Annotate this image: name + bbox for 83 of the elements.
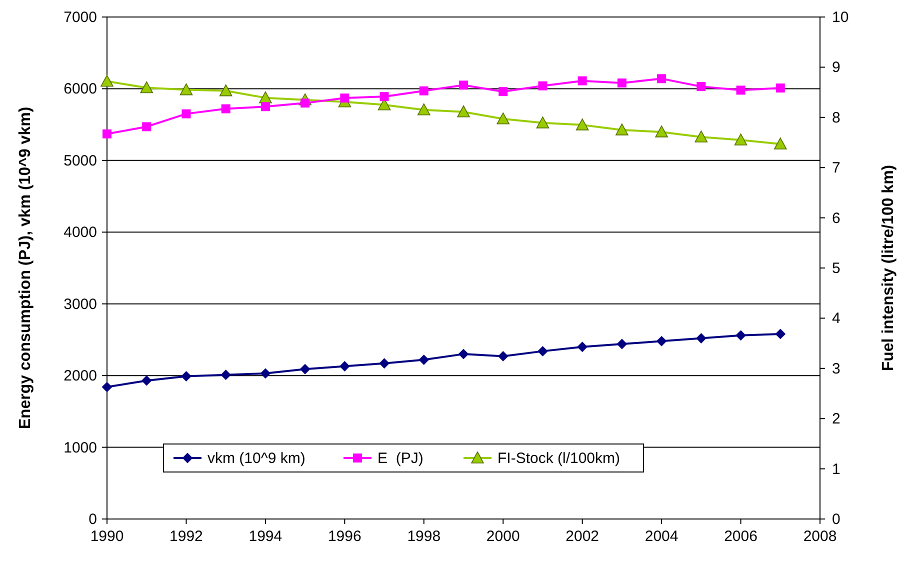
point xyxy=(418,354,429,365)
y-tick-label: 6000 xyxy=(64,80,97,98)
point xyxy=(260,102,270,112)
point xyxy=(219,84,232,96)
point xyxy=(498,87,508,96)
point xyxy=(180,83,193,96)
point xyxy=(617,78,626,88)
y2-tick-label: 4 xyxy=(832,310,840,328)
point xyxy=(577,342,588,352)
point xyxy=(419,86,428,96)
point xyxy=(102,129,112,138)
point xyxy=(458,349,468,360)
legend-label: FI-Stock (l/100km) xyxy=(498,450,620,467)
legend-label: vkm (10^9 km) xyxy=(208,450,306,467)
y2-tick-label: 9 xyxy=(832,59,840,76)
x-tick-label: 2000 xyxy=(486,528,520,545)
point xyxy=(102,382,112,392)
point xyxy=(182,109,191,118)
point xyxy=(536,116,550,128)
point xyxy=(498,351,508,362)
x-tick-label: 1994 xyxy=(248,528,282,545)
y2-tick-label: 7 xyxy=(832,160,840,177)
point xyxy=(616,339,627,350)
point xyxy=(496,112,510,124)
y-tick-label: 0 xyxy=(88,511,97,528)
y-tick-label: 3000 xyxy=(64,296,97,313)
legend-label: E (PJ) xyxy=(378,450,424,467)
y2-tick-label: 8 xyxy=(832,109,840,126)
point xyxy=(736,86,746,95)
y2-axis-title: Fuel intensity (litre/100 km) xyxy=(880,164,898,372)
point xyxy=(696,82,706,92)
point xyxy=(734,134,748,146)
point xyxy=(140,81,154,94)
point xyxy=(142,376,152,386)
point xyxy=(459,80,468,90)
point xyxy=(221,104,230,114)
point xyxy=(260,368,270,378)
point xyxy=(538,81,548,90)
y2-tick-label: 5 xyxy=(832,260,840,277)
y2-tick-label: 2 xyxy=(832,410,840,428)
y2-tick-label: 3 xyxy=(832,360,840,378)
x-tick-label: 2008 xyxy=(803,528,837,545)
point xyxy=(220,370,231,380)
x-tick-label: 1998 xyxy=(407,528,441,545)
y2-tick-label: 10 xyxy=(832,9,849,26)
y-tick-label: 1000 xyxy=(64,439,97,456)
point xyxy=(538,346,548,356)
x-tick-label: 1990 xyxy=(90,528,124,545)
y-tick-label: 4000 xyxy=(64,224,97,242)
point xyxy=(775,328,786,339)
y-axis-title: Energy consumption (PJ), vkm (10^9 vkm) xyxy=(17,106,34,430)
point xyxy=(736,330,746,340)
y2-tick-label: 6 xyxy=(832,210,840,227)
x-tick-label: 2006 xyxy=(724,528,758,545)
point xyxy=(300,364,310,374)
point xyxy=(340,361,350,372)
point xyxy=(181,371,192,382)
point xyxy=(576,118,589,130)
point xyxy=(696,333,706,344)
y-tick-label: 5000 xyxy=(64,152,97,170)
point xyxy=(142,122,152,132)
point xyxy=(340,94,350,103)
point xyxy=(380,92,389,102)
point xyxy=(694,130,708,142)
point xyxy=(616,124,628,136)
point xyxy=(655,126,668,138)
point xyxy=(656,336,667,346)
x-tick-label: 2004 xyxy=(644,528,678,545)
point xyxy=(578,76,587,86)
point xyxy=(457,105,470,118)
y2-tick-label: 1 xyxy=(832,460,840,478)
x-tick-label: 1992 xyxy=(170,528,203,545)
point xyxy=(776,83,785,92)
point xyxy=(774,138,787,150)
x-tick-label: 2002 xyxy=(566,528,600,545)
point xyxy=(657,74,666,84)
point xyxy=(379,358,390,368)
y2-tick-label: 0 xyxy=(832,511,840,528)
x-tick-label: 1996 xyxy=(328,528,362,545)
point xyxy=(100,74,114,87)
y-tick-label: 2000 xyxy=(64,368,97,385)
y-tick-label: 7000 xyxy=(64,9,97,26)
point xyxy=(417,103,430,116)
